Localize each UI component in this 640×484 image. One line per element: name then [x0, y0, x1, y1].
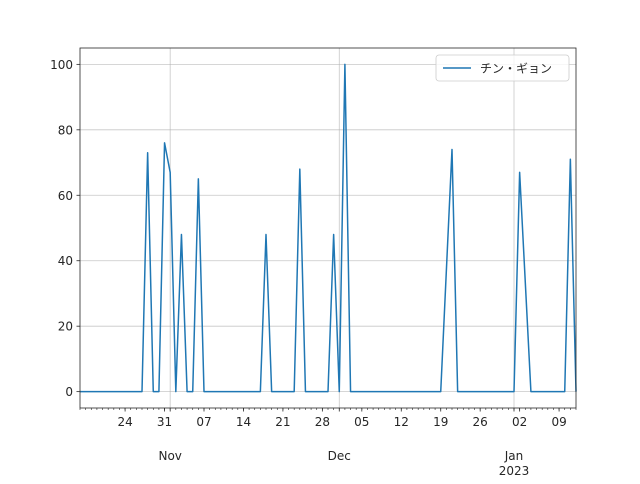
x-tick-label: 19 — [433, 415, 448, 429]
x-month-label: Dec — [328, 449, 351, 463]
y-tick-label: 100 — [50, 58, 73, 72]
y-tick-label: 0 — [65, 385, 73, 399]
y-tick-label: 40 — [58, 254, 73, 268]
legend: チン・ギョン — [435, 54, 570, 82]
x-tick-label: 12 — [394, 415, 409, 429]
x-tick-label: 02 — [512, 415, 527, 429]
series-line — [80, 63, 577, 393]
x-tick-label: 09 — [551, 415, 566, 429]
x-tick-label: 26 — [473, 415, 488, 429]
series-layer — [80, 63, 577, 393]
y-tick-label: 60 — [58, 189, 73, 203]
x-tick-label: 05 — [354, 415, 369, 429]
legend-box — [435, 54, 570, 82]
x-tick-label: 31 — [157, 415, 172, 429]
legend-label: チン・ギョン — [480, 62, 552, 76]
y-tick-label: 80 — [58, 123, 73, 137]
x-tick-label: 21 — [275, 415, 290, 429]
x-year-label: 2023 — [499, 464, 530, 478]
x-tick-label: 14 — [236, 415, 251, 429]
x-month-label: Nov — [158, 449, 181, 463]
x-tick-label: 24 — [117, 415, 132, 429]
y-tick-label: 20 — [58, 320, 73, 334]
x-tick-label: 28 — [315, 415, 330, 429]
x-tick-label: 07 — [196, 415, 211, 429]
x-month-label: Jan — [504, 449, 524, 463]
y-axis: 0 20 40 60 80 100 — [50, 58, 80, 399]
